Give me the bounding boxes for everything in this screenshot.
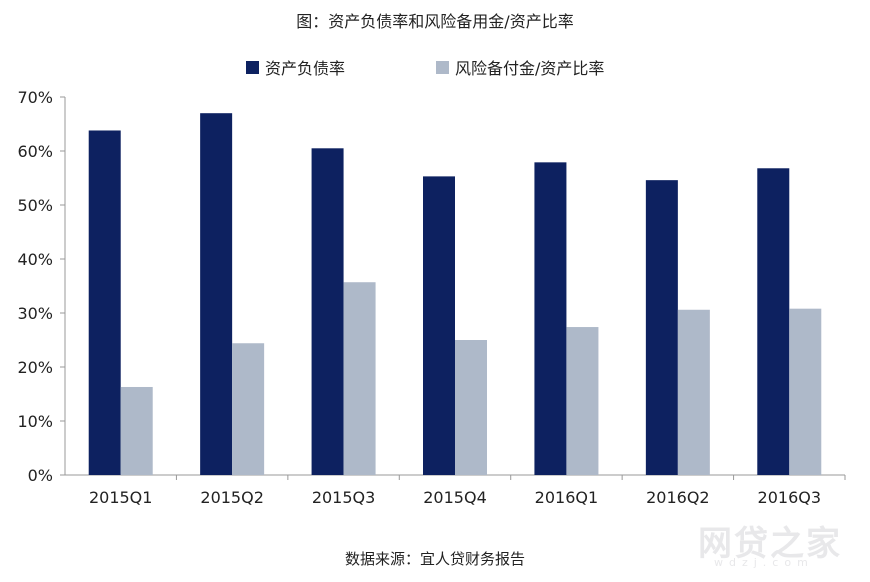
bar-reserve-ratio (677, 309, 710, 475)
bar-debt-ratio (645, 180, 678, 475)
y-tick-label: 40% (17, 250, 53, 269)
y-tick-label: 20% (17, 358, 53, 377)
legend-swatch (246, 61, 259, 74)
x-tick-label: 2015Q4 (423, 488, 487, 507)
bar-debt-ratio (88, 130, 121, 476)
bar-debt-ratio (200, 113, 233, 475)
bar-debt-ratio (757, 168, 790, 475)
legend-swatch (436, 61, 449, 74)
bar-reserve-ratio (566, 327, 599, 475)
x-tick-label: 2016Q3 (758, 488, 822, 507)
x-tick-label: 2015Q2 (200, 488, 264, 507)
y-tick-label: 70% (17, 88, 53, 107)
chart-source: 数据来源：宜人贷财务报告 (344, 550, 525, 568)
bars (88, 113, 822, 476)
watermark-sub: wdzj.com (714, 556, 814, 569)
chart-title: 图：资产负债率和风险备用金/资产比率 (296, 12, 574, 31)
legend-label: 风险备付金/资产比率 (455, 59, 604, 78)
x-tick-label: 2015Q1 (89, 488, 153, 507)
legend-label: 资产负债率 (265, 59, 345, 78)
bar-reserve-ratio (343, 282, 376, 475)
legend: 资产负债率 风险备付金/资产比率 (246, 59, 604, 78)
y-tick-label: 60% (17, 142, 53, 161)
bar-debt-ratio (534, 162, 567, 475)
x-tick-label: 2015Q3 (312, 488, 376, 507)
bar-debt-ratio (311, 148, 344, 476)
watermark-logo: 网贷之家 (698, 524, 842, 564)
y-tick-label: 30% (17, 304, 53, 323)
bar-reserve-ratio (120, 386, 153, 475)
bar-reserve-ratio (455, 340, 487, 475)
y-tick-label: 50% (17, 196, 53, 215)
x-axis: 2015Q1 2015Q2 2015Q3 2015Q4 2016Q1 2016Q2 2016… (65, 474, 846, 507)
y-tick-label: 10% (17, 412, 53, 431)
bar-reserve-ratio (789, 308, 822, 475)
bar-reserve-ratio (232, 343, 265, 475)
x-tick-label: 2016Q1 (535, 488, 599, 507)
y-axis: 0% 10% 20% 30% 40% 50% 60% 70% (17, 88, 66, 485)
y-tick-label: 0% (28, 466, 53, 485)
bar-debt-ratio (423, 176, 455, 475)
x-tick-label: 2016Q2 (646, 488, 710, 507)
